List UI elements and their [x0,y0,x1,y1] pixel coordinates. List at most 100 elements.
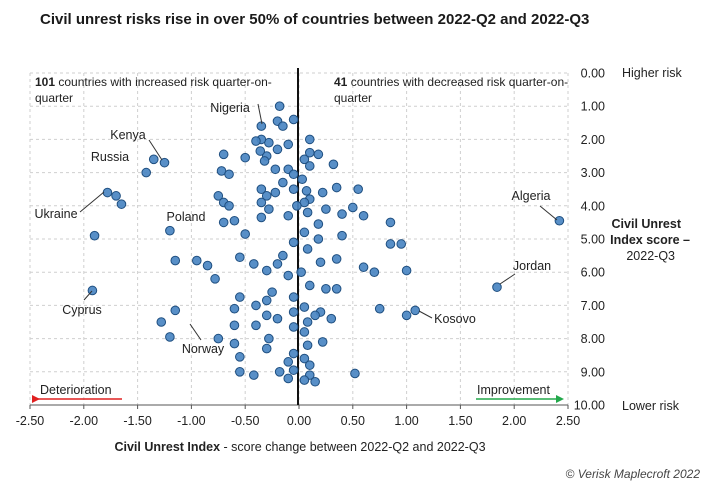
data-point [240,152,250,163]
y-axis-ticks: 0.00 1.00 2.00 3.00 4.00 5.00 6.00 7.00 8.00 9.00… [574,67,605,413]
data-point [218,149,229,160]
x-tick-label: 0.50 [341,414,365,428]
data-point [274,101,285,111]
data-point [296,267,306,278]
country-label-kosovo: Kosovo [434,312,476,326]
data-point [337,209,347,219]
data-point [261,310,272,321]
data-point [310,376,320,387]
data-point [213,333,224,344]
country-label-jordan: Jordan [513,259,551,273]
y-tick-label: 0.00 [581,67,605,81]
y-top-label: Higher risk [622,66,682,80]
data-point-norway [156,317,167,327]
y-tick-label: 7.00 [581,299,605,313]
data-point [288,307,299,317]
data-point [304,161,315,171]
data-point [358,262,369,273]
data-points [87,101,565,387]
data-point [116,199,127,209]
x-tick-label: -1.50 [123,414,152,428]
data-point [261,265,272,276]
x-tick-label: 0.00 [287,414,311,428]
leader-line-norway [189,323,202,341]
y-tick-label: 1.00 [581,100,605,114]
data-point [315,257,326,268]
data-point [256,212,267,223]
data-point [170,305,181,316]
leader-line-jordan [499,273,516,285]
chart-title: Civil unrest risks rise in over 50% of c… [40,11,589,28]
data-point [313,149,324,160]
country-label-ukraine: Ukraine [34,207,77,221]
data-point [224,201,234,211]
leader-line-algeria [539,205,558,221]
data-point [229,320,240,331]
data-point [261,343,272,354]
data-point [297,174,308,185]
x-tick-label: 1.00 [394,414,418,428]
data-point-jordan [492,282,502,292]
y-tick-label: 3.00 [581,166,605,180]
data-point [148,154,159,165]
x-axis-title-rest: - score change between 2022-Q2 and 2022-… [220,440,486,454]
data-point [111,191,121,201]
data-point-poland [218,217,229,228]
data-point [331,254,342,264]
data-point [385,239,396,249]
data-point [235,352,245,362]
country-label-cyprus: Cyprus [62,303,102,317]
data-point [396,239,407,249]
data-point [302,317,313,327]
data-point [283,357,294,367]
data-point [299,302,310,312]
y-tick-label: 6.00 [581,266,605,280]
data-point [229,303,240,314]
x-tick-label: -2.50 [16,414,45,428]
data-point [288,184,299,194]
data-point [353,184,363,194]
data-point [165,225,175,236]
data-point [213,191,224,201]
y-axis-title-line3: 2022-Q3 [626,249,675,263]
data-point [229,338,240,349]
data-point [251,136,261,146]
data-point [292,201,302,211]
data-point [299,227,310,238]
improvement-label: Improvement [477,383,550,397]
data-point [321,204,331,214]
data-point [278,177,288,188]
country-label-algeria: Algeria [512,189,551,203]
x-tick-label: -0.50 [231,414,260,428]
data-point [267,287,277,297]
x-tick-label: 2.00 [502,414,526,428]
y-tick-label: 10.00 [574,399,605,413]
data-point [270,187,281,198]
data-point [264,333,274,344]
credit: © Verisk Maplecroft 2022 [566,467,701,481]
data-point [224,169,234,180]
data-point-kosovo [410,305,421,316]
data-point [304,147,315,158]
data-point [299,353,310,364]
data-point [235,292,245,302]
data-point [317,187,328,198]
data-point [165,332,175,342]
data-point [283,373,294,384]
x-axis-title-bold: Civil Unrest Index [114,440,220,454]
data-point [299,154,310,165]
data-point [89,230,100,241]
right-note: 41 countries with decreased risk quarter… [334,75,568,89]
data-point [302,340,313,351]
data-point [401,265,412,276]
y-axis-title-line1: Civil Unrest [612,217,682,231]
data-point-russia [141,167,152,178]
data-point [310,310,320,321]
x-tick-label: -2.00 [70,414,99,428]
data-point [278,250,288,261]
data-point [274,367,285,377]
right-note-text: countries with decreased risk quarter-on… [347,75,568,89]
data-point [272,259,283,269]
country-label-poland: Poland [167,210,206,224]
